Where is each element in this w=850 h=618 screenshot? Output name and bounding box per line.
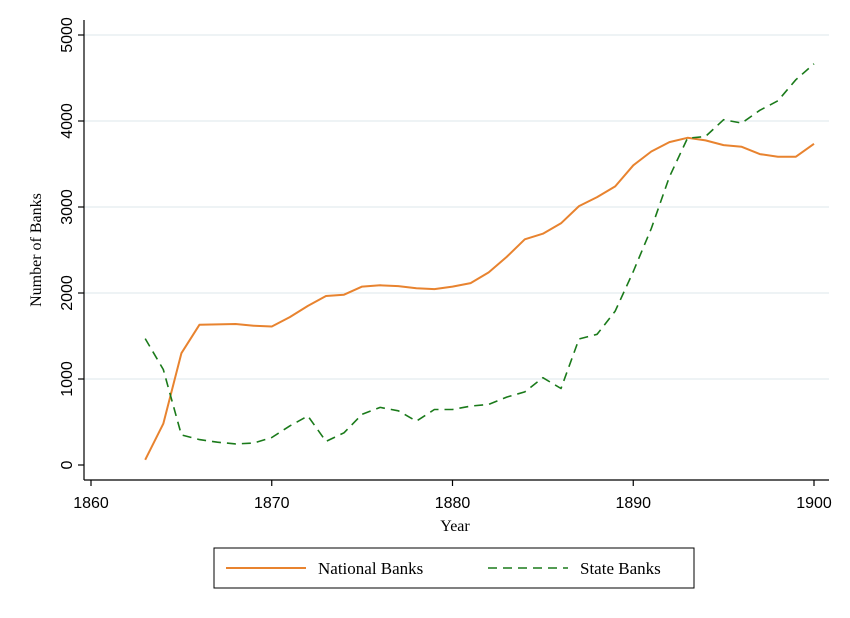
- y-tick-label: 0: [59, 460, 76, 469]
- series-layer: [144, 63, 815, 461]
- gridlines: [84, 34, 829, 380]
- legend-label-state: State Banks: [580, 559, 661, 578]
- y-axis-title: Number of Banks: [28, 193, 45, 307]
- x-tick-label: 1860: [73, 495, 109, 512]
- x-tick-label: 1870: [254, 495, 290, 512]
- x-ticks: 1860 1870 1880 1890 1900: [73, 480, 832, 512]
- series-line-national-banks: [144, 136, 815, 461]
- y-tick-label: 2000: [59, 275, 76, 311]
- y-ticks: 0 1000 2000 3000 4000 5000: [59, 17, 84, 469]
- x-axis-title: Year: [440, 518, 470, 535]
- legend: National Banks State Banks: [213, 547, 695, 589]
- x-tick-label: 1890: [615, 495, 651, 512]
- y-tick-label: 3000: [59, 189, 76, 225]
- legend-box: [213, 547, 695, 589]
- y-tick-label: 4000: [59, 103, 76, 139]
- series-line-state-banks: [144, 63, 815, 445]
- x-tick-label: 1900: [796, 495, 832, 512]
- legend-label-national: National Banks: [318, 559, 423, 578]
- axes: [83, 20, 829, 481]
- x-tick-label: 1880: [435, 495, 471, 512]
- y-tick-label: 5000: [59, 17, 76, 53]
- y-tick-label: 1000: [59, 361, 76, 397]
